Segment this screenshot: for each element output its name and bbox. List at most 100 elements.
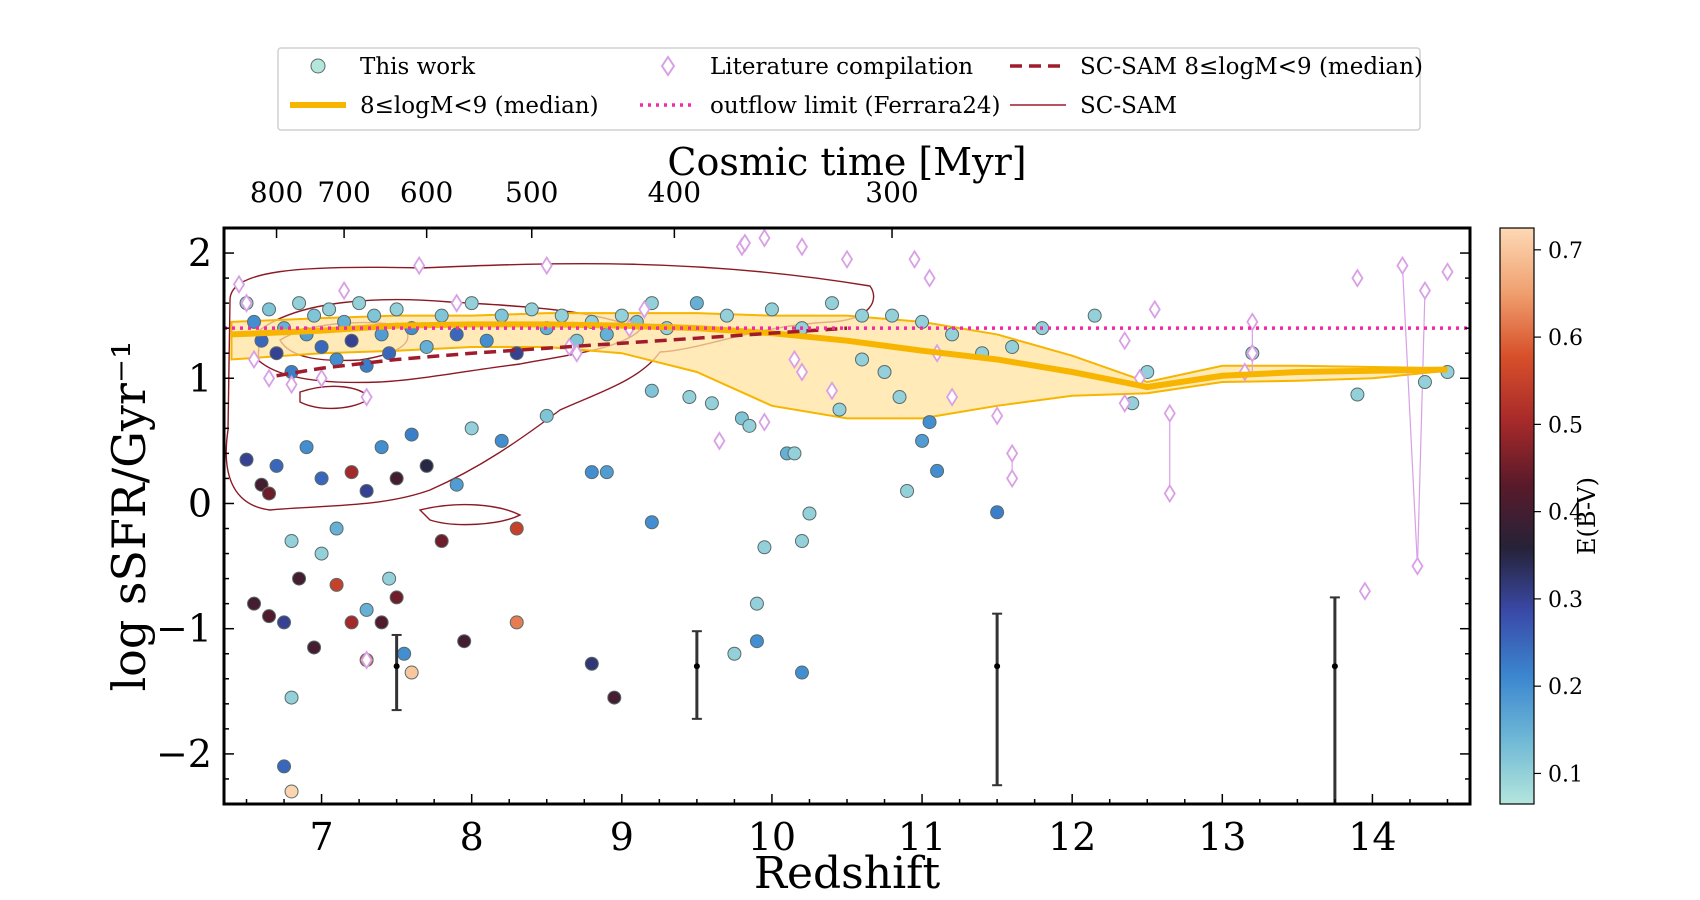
this-work-point <box>277 615 292 630</box>
this-work-point <box>457 634 472 649</box>
this-work-point <box>1417 375 1432 390</box>
x-tick-label: 14 <box>1348 815 1396 859</box>
this-work-point <box>247 314 262 329</box>
colorbar-gradient <box>1499 227 1535 805</box>
literature-point <box>908 249 921 270</box>
literature-point <box>1441 262 1454 282</box>
y-tick-label: −2 <box>156 732 212 776</box>
legend-label: SC-SAM 8≤logM<9 (median) <box>1080 54 1423 80</box>
this-work-point <box>322 302 337 317</box>
literature-point <box>758 412 771 432</box>
this-work-point <box>314 546 329 561</box>
median-line <box>231 321 1448 391</box>
this-work-point <box>382 571 397 586</box>
literature-point <box>315 368 328 388</box>
x-tick-label: 13 <box>1198 815 1246 859</box>
this-work-point <box>900 483 915 498</box>
this-work-point <box>524 302 539 317</box>
this-work-point <box>554 308 569 323</box>
literature-point <box>1396 255 1409 276</box>
y-tick-label: −1 <box>156 607 212 651</box>
y-tick-label: 1 <box>188 356 212 400</box>
median-lines <box>224 321 1470 391</box>
this-work-point <box>855 308 870 323</box>
literature-connectors <box>1011 265 1426 567</box>
this-work-point <box>262 609 277 624</box>
this-work-point <box>727 646 742 661</box>
legend: This work Literature compilation SC-SAM 8≤… <box>277 47 1423 131</box>
this-work-point <box>329 521 344 536</box>
literature-point <box>1148 299 1161 320</box>
top-axis-title: Cosmic time [Myr] <box>667 140 1026 184</box>
this-work-point <box>990 505 1005 520</box>
this-work-point <box>749 596 764 611</box>
this-work-point <box>389 590 404 605</box>
this-work-point <box>359 602 374 617</box>
x-tick-label: 7 <box>309 815 333 859</box>
this-work-point <box>277 759 292 774</box>
this-work-point <box>397 646 412 661</box>
this-work-point <box>614 308 629 323</box>
literature-point <box>923 268 936 288</box>
this-work-point <box>644 383 659 398</box>
this-work-point <box>284 690 299 705</box>
this-work-point <box>329 352 344 367</box>
literature-connector <box>1401 265 1419 567</box>
this-work-point <box>269 458 284 473</box>
literature-point <box>825 381 839 401</box>
this-work-point <box>389 302 404 317</box>
this-work-point <box>494 433 509 448</box>
this-work-point <box>352 296 367 311</box>
y-tick-label: 0 <box>188 481 212 525</box>
this-work-point <box>292 571 307 586</box>
this-work-point <box>329 577 344 592</box>
this-work-point <box>434 534 449 549</box>
literature-point <box>360 650 373 670</box>
x-axis-title: Redshift <box>754 848 941 899</box>
colorbar-tick-label: 0.4 <box>1548 501 1583 526</box>
y-tick-label: 2 <box>188 231 212 275</box>
this-work-point <box>787 446 802 461</box>
colorbar: 0.1 0.2 0.3 0.4 0.5 0.6 0.7 E(B-V) <box>1499 227 1601 805</box>
this-work-point <box>584 656 599 671</box>
this-work-point <box>742 418 757 433</box>
literature-point <box>1246 312 1259 332</box>
this-work-point <box>292 296 307 311</box>
plot-frame <box>222 226 1472 806</box>
this-work-point <box>307 640 322 655</box>
literature-point <box>1163 403 1176 424</box>
colorbar-tick-label: 0.5 <box>1548 413 1583 438</box>
literature-point <box>1246 343 1259 363</box>
legend-label: 8≤logM<9 (median) <box>360 93 599 119</box>
this-work-point <box>404 665 419 680</box>
literature-point <box>1351 268 1364 288</box>
top-tick-label: 400 <box>648 176 701 209</box>
this-work-point <box>494 308 509 323</box>
error-bars <box>391 596 1340 804</box>
this-work-point <box>307 308 322 323</box>
literature-point <box>991 406 1004 426</box>
literature-point <box>285 374 298 395</box>
colorbar-tick-label: 0.7 <box>1548 239 1583 264</box>
legend-label: This work <box>360 54 476 80</box>
this-work-point <box>262 302 277 317</box>
top-tick-label: 700 <box>317 176 370 209</box>
legend-label: outflow limit (Ferrara24) <box>710 93 1000 119</box>
legend-entry: SC-SAM <box>1010 93 1177 119</box>
this-work-point <box>419 339 434 354</box>
x-tick-label: 10 <box>748 815 796 859</box>
this-work-point <box>449 477 464 492</box>
this-work-point <box>419 458 434 473</box>
this-work-point <box>389 471 404 486</box>
error-bar-point <box>393 663 400 670</box>
this-work-point <box>682 390 697 405</box>
top-tick-label: 300 <box>865 176 918 209</box>
colorbar-tick-label: 0.3 <box>1548 588 1583 613</box>
this-work-point <box>824 296 839 311</box>
this-work-point <box>374 440 389 455</box>
sc-sam-contour <box>299 385 371 410</box>
this-work-point <box>344 465 359 480</box>
literature-point <box>1006 468 1019 489</box>
literature-point <box>262 368 276 388</box>
this-work-point <box>644 515 659 530</box>
